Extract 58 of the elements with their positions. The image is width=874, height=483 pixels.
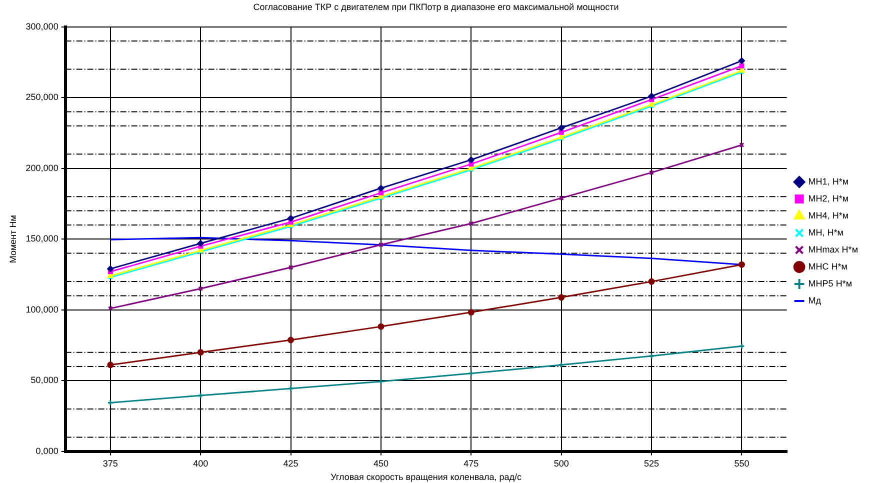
y-tick-label: 300,000 — [26, 21, 58, 32]
point — [198, 286, 204, 292]
y-tick-label: 0,000 — [36, 446, 58, 456]
point — [558, 130, 564, 135]
x-tick-label: 375 — [102, 458, 118, 468]
point — [558, 196, 564, 201]
point — [648, 278, 655, 285]
point — [378, 323, 384, 330]
x-tick-label: 450 — [373, 458, 388, 468]
legend-label: МНmax Н*м — [808, 244, 858, 254]
point — [649, 170, 654, 176]
legend-label: МН2, Н*м — [808, 193, 849, 204]
point — [648, 92, 655, 100]
x-tick-label: 475 — [464, 458, 479, 468]
point — [107, 266, 114, 272]
point — [197, 392, 204, 399]
legend-label: МН, Н*м — [808, 227, 844, 238]
legend-label: МН4, Н*м — [808, 210, 849, 220]
point — [648, 352, 655, 360]
legend-label: МНС Н*м — [808, 261, 848, 272]
y-axis-title: Момент Нм — [8, 215, 18, 264]
x-tick-label: 500 — [554, 458, 569, 468]
x-tick-label: 525 — [644, 458, 660, 468]
point — [288, 264, 294, 270]
point — [738, 261, 745, 268]
y-tick-label: 200,000 — [26, 162, 58, 173]
legend-label: Мд — [808, 295, 822, 306]
x-tick-label: 550 — [734, 458, 750, 468]
point — [288, 215, 294, 222]
chart-title: Согласование ТКР с двигателем при ПКПотр в диапазоне его максимальной мощности — [253, 2, 619, 12]
y-tick-label: 150,000 — [26, 234, 58, 244]
point — [378, 378, 384, 385]
point — [558, 362, 565, 368]
point — [738, 58, 745, 64]
legend-label: МНР5 Н*м — [808, 278, 852, 288]
point — [288, 336, 294, 344]
y-tick-label: 100,000 — [26, 304, 58, 314]
point — [468, 309, 474, 316]
point — [739, 63, 744, 68]
point — [558, 294, 565, 301]
point — [197, 240, 204, 247]
point — [197, 349, 204, 356]
point — [468, 162, 474, 167]
point — [468, 221, 474, 226]
x-tick-label: 400 — [193, 458, 208, 468]
point — [558, 124, 565, 132]
x-axis-title: Угловая скорость вращения коленвала, рад/с — [330, 472, 522, 482]
point — [468, 370, 474, 377]
point — [378, 242, 384, 248]
point — [378, 184, 384, 192]
point — [288, 385, 294, 392]
y-tick-label: 50,000 — [30, 375, 58, 386]
point — [107, 362, 114, 368]
point — [378, 190, 384, 196]
y-tick-label: 250,000 — [26, 92, 58, 102]
point — [468, 156, 474, 164]
x-tick-label: 425 — [283, 458, 298, 468]
legend-label: МН1, Н*м — [808, 176, 849, 186]
